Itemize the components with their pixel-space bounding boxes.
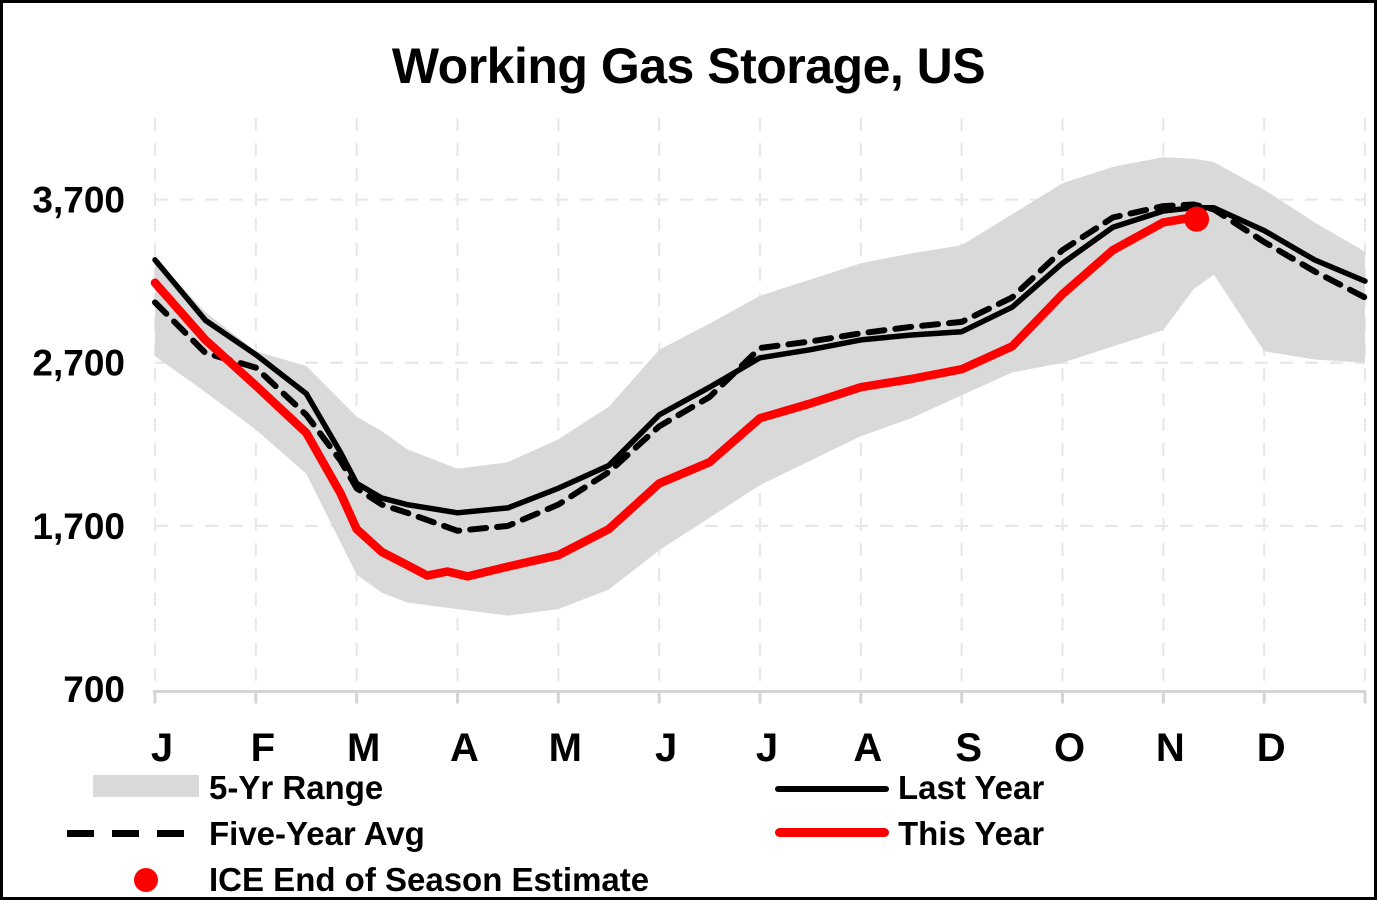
five-year-range-swatch xyxy=(93,775,199,797)
month-label: M xyxy=(347,726,380,770)
month-label: D xyxy=(1257,726,1286,770)
last-year-line-swatch xyxy=(775,786,889,792)
y-tick-label: 700 xyxy=(63,669,125,710)
storage-chart: 3,700 2,700 1,700 700 J F M A M J J A S O N D xyxy=(32,118,1368,770)
month-label: M xyxy=(549,726,582,770)
five-year-range-band xyxy=(155,157,1365,616)
month-label: A xyxy=(450,726,479,770)
month-label: F xyxy=(251,726,275,770)
y-tick-label: 1,700 xyxy=(32,506,125,547)
legend-label-5yr-range: 5-Yr Range xyxy=(209,769,384,806)
legend-label-last-year: Last Year xyxy=(898,769,1045,806)
month-label: J xyxy=(655,726,677,770)
month-label: N xyxy=(1156,726,1185,770)
ice-estimate-dot xyxy=(1184,206,1210,232)
legend-label-five-year-avg: Five-Year Avg xyxy=(209,815,425,852)
ice-estimate-dot-swatch xyxy=(134,868,158,892)
month-label: S xyxy=(955,726,982,770)
legend-label-ice-estimate: ICE End of Season Estimate xyxy=(209,861,650,898)
this-year-line-swatch xyxy=(775,828,889,837)
y-tick-label: 3,700 xyxy=(32,180,125,221)
month-label: A xyxy=(853,726,882,770)
legend-label-this-year: This Year xyxy=(898,815,1045,852)
y-tick-label: 2,700 xyxy=(32,343,125,384)
last-year-line xyxy=(152,204,1368,516)
five-year-avg-dash-swatch xyxy=(67,830,201,837)
chart-title: Working Gas Storage, US xyxy=(391,38,986,94)
month-label: J xyxy=(756,726,778,770)
this-year-line xyxy=(150,213,1196,581)
month-label: O xyxy=(1054,726,1085,770)
month-label: J xyxy=(151,726,173,770)
